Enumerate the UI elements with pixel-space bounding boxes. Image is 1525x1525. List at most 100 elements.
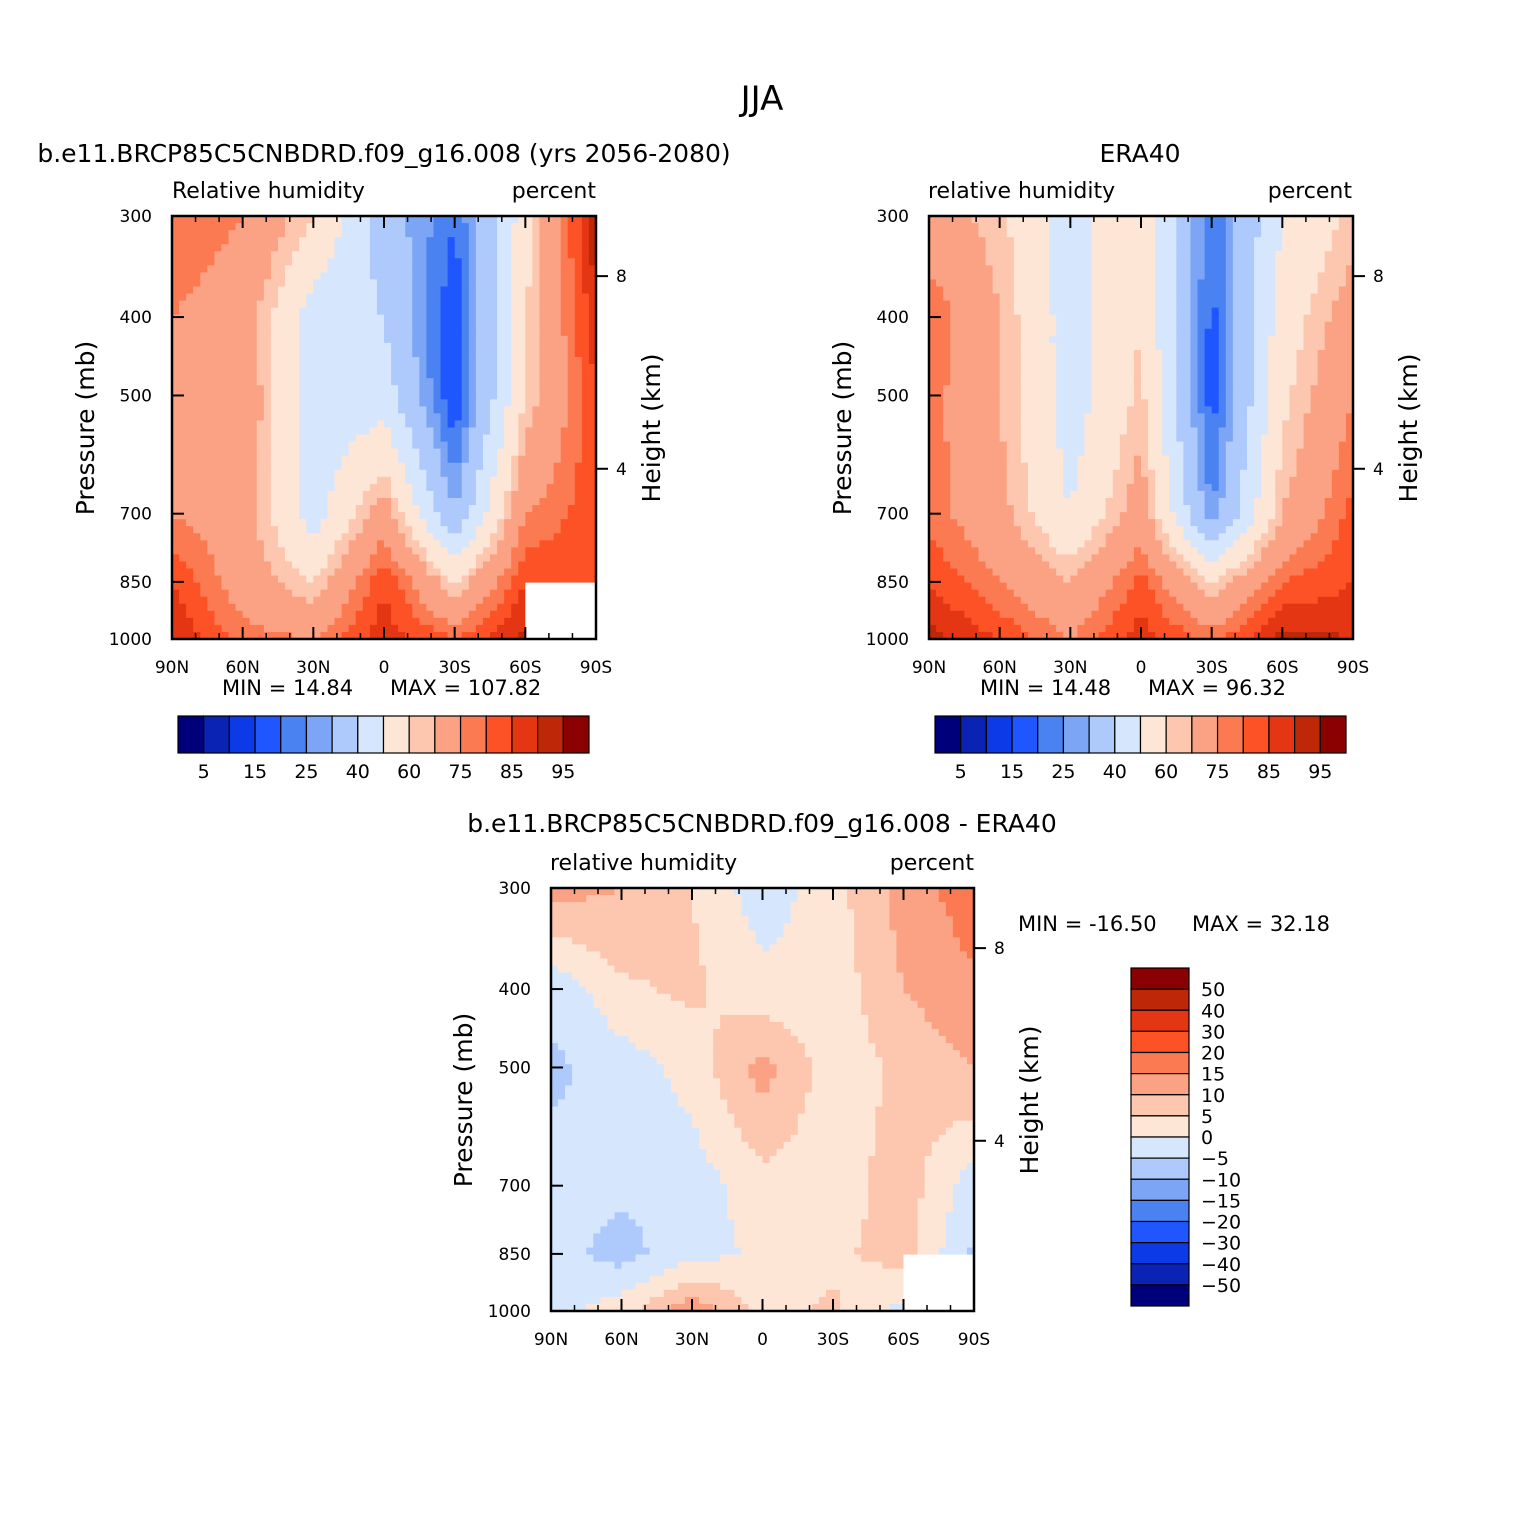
contour-cell [405, 554, 413, 563]
contour-cell [475, 631, 484, 640]
contour-cell [553, 582, 562, 591]
contour-cell [581, 230, 590, 238]
contour-cell [560, 505, 569, 513]
contour-cell [546, 349, 555, 358]
contour-cell [263, 540, 272, 548]
contour-cell [221, 420, 230, 429]
contour-cell [278, 469, 286, 478]
contour-cell [454, 589, 463, 598]
contour-cell [376, 455, 385, 464]
contour-cell [1275, 314, 1283, 323]
contour-cell [334, 603, 343, 612]
contour-cell [249, 349, 258, 358]
contour-cell [341, 258, 350, 266]
contour-cell [1042, 279, 1050, 288]
contour-cell [482, 307, 491, 316]
contour-cell [440, 371, 449, 379]
contour-cell [504, 561, 512, 570]
contour-cell [1183, 272, 1192, 281]
contour-cell [419, 258, 427, 266]
contour-cell [1296, 349, 1305, 358]
contour-cell [1105, 279, 1114, 288]
contour-cell [172, 568, 180, 577]
contour-cell [376, 230, 385, 238]
contour-cell [1098, 364, 1107, 372]
contour-cell [200, 505, 208, 513]
contour-cell [1275, 216, 1283, 224]
contour-cell [511, 476, 519, 485]
contour-cell [172, 406, 180, 414]
contour-cell [511, 371, 519, 379]
contour-cell [292, 512, 300, 520]
contour-cell [1303, 293, 1312, 302]
colorbar-swatch [203, 715, 230, 754]
contour-cell [172, 349, 180, 358]
contour-cell [1225, 314, 1234, 323]
contour-cell [999, 314, 1008, 323]
contour-cell [440, 631, 449, 640]
contour-cell [504, 512, 512, 520]
contour-cell [560, 230, 569, 238]
contour-cell [369, 321, 378, 330]
contour-cell [539, 561, 548, 570]
contour-cell [398, 469, 406, 478]
contour-cell [525, 237, 533, 245]
contour-cell [348, 420, 357, 429]
contour-cell [1190, 307, 1199, 316]
contour-cell [1070, 237, 1078, 245]
contour-cell [518, 371, 526, 379]
contour-cell [256, 237, 265, 245]
contour-cell [313, 314, 321, 323]
contour-cell [270, 413, 279, 422]
contour-cell [391, 533, 399, 541]
contour-cell [412, 455, 420, 464]
contour-cell [461, 237, 470, 245]
contour-cell [511, 526, 519, 534]
contour-cell [518, 540, 526, 548]
contour-cell [1042, 357, 1050, 365]
contour-cell [574, 568, 583, 577]
contour-cell [193, 540, 201, 548]
contour-cell [560, 237, 569, 245]
contour-cell [461, 575, 470, 584]
contour-cell [468, 399, 477, 407]
contour-cell [482, 293, 491, 302]
contour-cell [1211, 279, 1220, 288]
contour-cell [490, 610, 498, 619]
contour-cell [588, 413, 597, 422]
contour-cell [207, 483, 215, 492]
contour-cell [482, 526, 491, 534]
contour-cell [468, 483, 477, 492]
contour-cell [525, 624, 533, 633]
contour-cell [172, 272, 180, 281]
contour-cell [348, 617, 357, 626]
contour-cell [539, 582, 548, 591]
contour-cell [278, 512, 286, 520]
contour-cell [207, 519, 215, 527]
contour-cell [278, 286, 286, 295]
contour-cell [1049, 251, 1057, 259]
contour-cell [546, 413, 555, 422]
contour-cell [518, 512, 526, 520]
contour-cell [574, 357, 583, 365]
contour-cell [1247, 279, 1255, 288]
contour-cell [482, 582, 491, 591]
contour-cell [186, 335, 194, 344]
contour-cell [468, 293, 477, 302]
contour-cell [242, 582, 251, 591]
contour-cell [581, 631, 590, 640]
contour-cell [511, 483, 519, 492]
contour-cell [1176, 357, 1184, 365]
contour-cell [581, 265, 590, 273]
contour-cell [398, 589, 406, 598]
contour-cell [334, 216, 343, 224]
contour-cell [504, 498, 512, 506]
contour-cell [384, 519, 392, 527]
contour-cell [193, 469, 201, 478]
contour-cell [419, 533, 427, 541]
contour-cell [1070, 216, 1078, 224]
contour-cell [362, 392, 371, 400]
contour-cell [1282, 237, 1290, 245]
contour-cell [1218, 342, 1227, 351]
contour-cell [200, 589, 208, 598]
